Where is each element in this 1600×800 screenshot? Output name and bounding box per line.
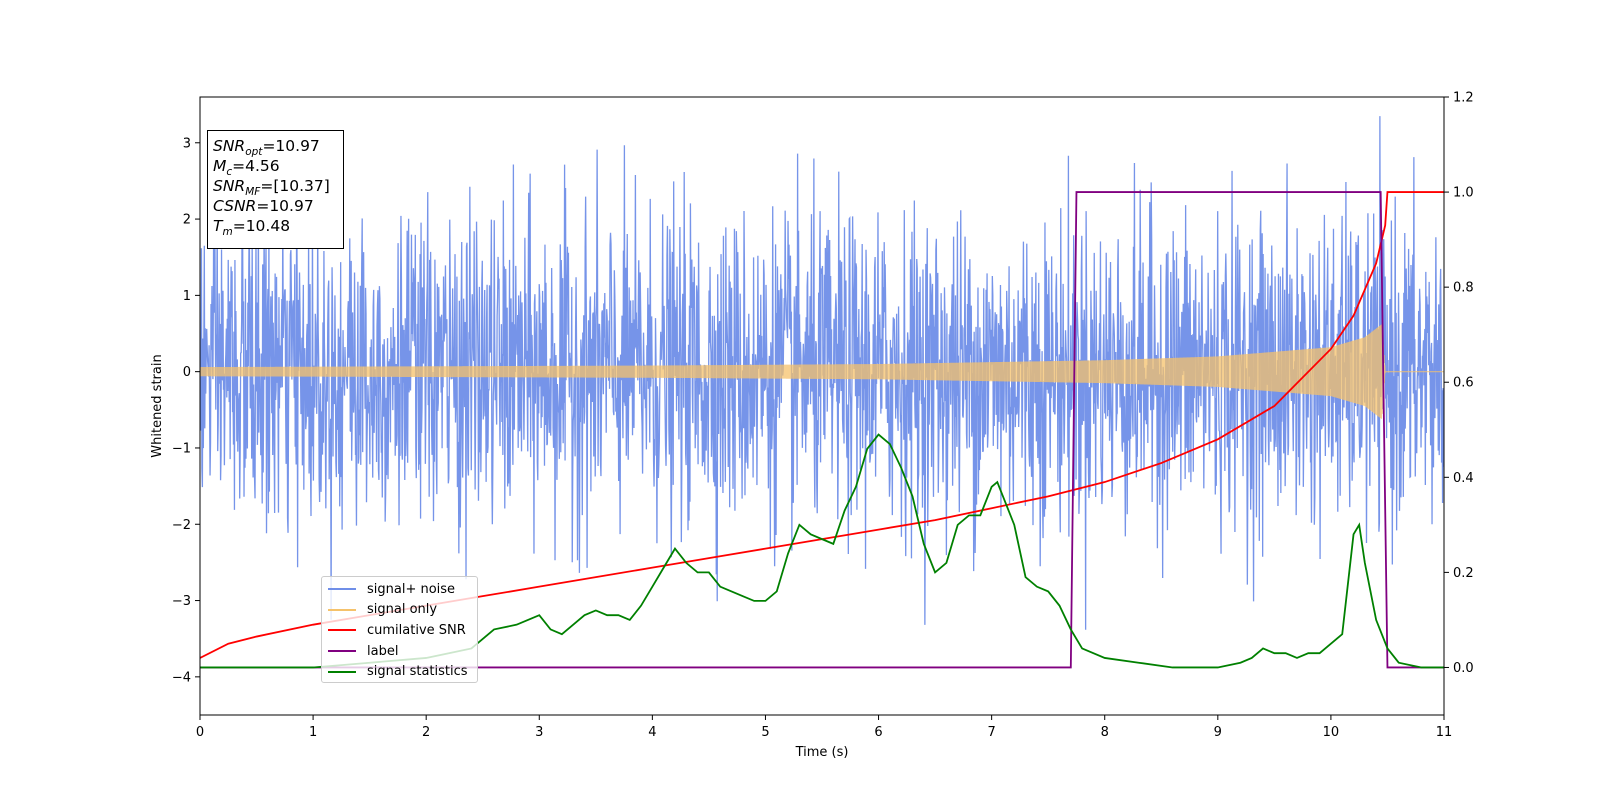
x-tick-label: 7 bbox=[987, 725, 995, 740]
legend-swatch-signal-only bbox=[328, 608, 356, 611]
y2-tick-label: 0.8 bbox=[1453, 281, 1474, 296]
x-tick-label: 1 bbox=[309, 725, 317, 740]
annotation-tm: Tm=10.48 bbox=[213, 217, 291, 239]
series-label bbox=[200, 191, 1444, 669]
y-tick-label: −2 bbox=[172, 518, 191, 533]
x-axis-label: Time (s) bbox=[795, 745, 849, 760]
y-tick-label: 1 bbox=[183, 289, 191, 304]
legend-label: label bbox=[367, 643, 399, 659]
y2-tick-label: 0.4 bbox=[1453, 471, 1474, 486]
x-tick-label: 6 bbox=[874, 725, 882, 740]
annotation-snr-opt: SNRopt=10.97 bbox=[213, 137, 320, 159]
y2-tick-label: 0.6 bbox=[1453, 376, 1474, 391]
series-signal-statistics bbox=[200, 433, 1444, 669]
y2-tick-label: 0.2 bbox=[1453, 566, 1474, 581]
axes: 0 1 2 3 4 5 6 7 8 9 10 113210−1−2−3−41.21.00.80.60.… bbox=[150, 91, 1474, 761]
y-tick-label: −4 bbox=[172, 670, 191, 685]
x-tick-label: 2 bbox=[422, 725, 430, 740]
y-axis-label: Whitened strain bbox=[150, 354, 165, 457]
series-signal-noise bbox=[200, 116, 1444, 630]
legend-label: signal statistics bbox=[367, 664, 468, 680]
legend-label: signal+ noise bbox=[367, 581, 456, 597]
y2-tick-label: 1.0 bbox=[1453, 186, 1474, 201]
annotation-snr-mf: SNRMF=[10.37] bbox=[213, 177, 330, 199]
y2-tick-label: 0.0 bbox=[1453, 661, 1474, 676]
legend-swatch-signal-statistics bbox=[328, 670, 356, 673]
y2-tick-label: 1.2 bbox=[1453, 91, 1474, 106]
y-tick-label: 3 bbox=[183, 136, 191, 151]
legend-swatch-label bbox=[328, 650, 356, 653]
x-tick-label: 11 bbox=[1436, 725, 1453, 740]
y-tick-label: 2 bbox=[183, 213, 191, 228]
legend-label: signal only bbox=[367, 602, 438, 618]
legend-label: cumilative SNR bbox=[367, 622, 466, 638]
x-tick-label: 0 bbox=[196, 725, 204, 740]
x-tick-label: 8 bbox=[1101, 725, 1109, 740]
y-tick-label: 0 bbox=[183, 365, 191, 380]
annotation-csnr: CSNR=10.97 bbox=[213, 197, 314, 215]
x-tick-label: 9 bbox=[1214, 725, 1222, 740]
y-tick-label: −3 bbox=[172, 594, 191, 609]
stats-annotation-box: SNRopt=10.97 Mc=4.56 SNRMF=[10.37] CSNR=… bbox=[207, 130, 344, 249]
legend-item-signal-only: signal only bbox=[328, 600, 471, 621]
x-tick-label: 10 bbox=[1323, 725, 1340, 740]
plot-frame bbox=[199, 96, 1445, 716]
legend: signal+ noise signal only cumilative SNR… bbox=[321, 576, 478, 683]
annotation-mc: Mc=4.56 bbox=[213, 157, 280, 179]
legend-item-cumulative-snr: cumilative SNR bbox=[328, 620, 471, 641]
legend-item-signal-noise: signal+ noise bbox=[328, 579, 471, 600]
legend-swatch-cumulative-snr bbox=[328, 629, 356, 632]
series-signal-only bbox=[200, 324, 1444, 419]
y-tick-label: −1 bbox=[172, 441, 191, 456]
legend-item-label: label bbox=[328, 641, 471, 662]
x-tick-label: 4 bbox=[648, 725, 656, 740]
x-tick-label: 3 bbox=[535, 725, 543, 740]
legend-swatch-signal-noise bbox=[328, 588, 356, 591]
x-tick-label: 5 bbox=[761, 725, 769, 740]
legend-item-signal-statistics: signal statistics bbox=[328, 661, 471, 682]
